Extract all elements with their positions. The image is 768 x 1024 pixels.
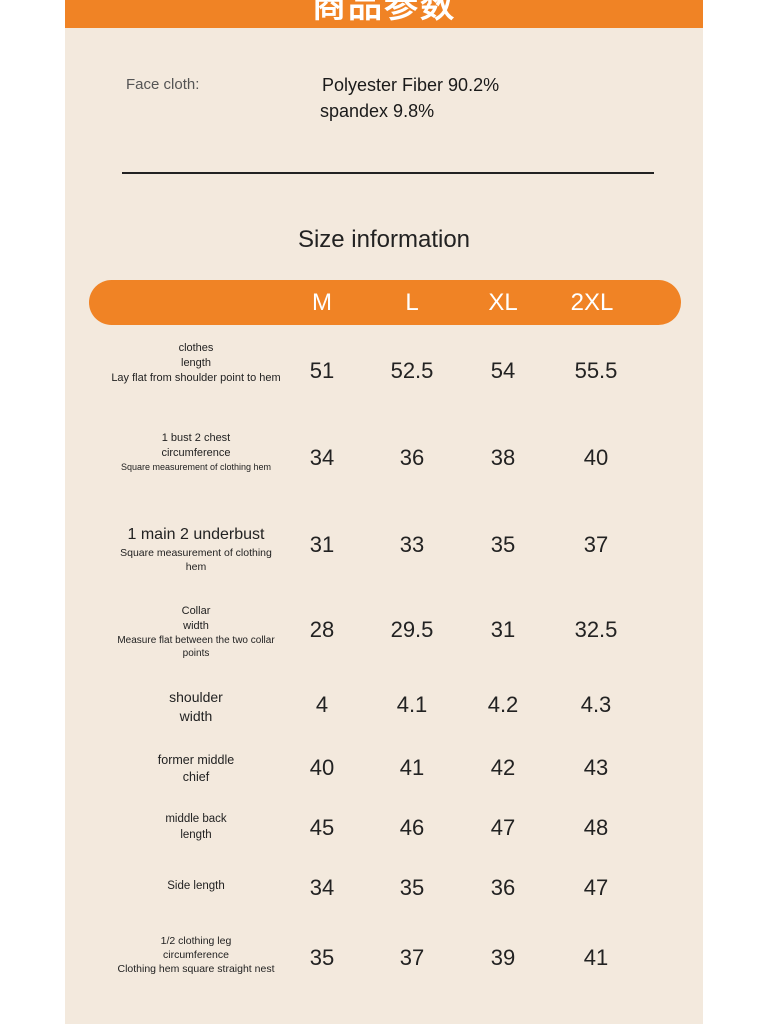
row-label-line: circumference [163,949,229,962]
value-xl: 4.2 [487,692,519,717]
value-l: 4.1 [396,692,428,717]
value-m: 31 [309,532,335,557]
value-2xl: 55.5 [574,358,618,383]
section-divider [122,172,654,174]
value-xl: 54 [490,358,516,383]
value-xl: 47 [490,815,516,840]
row-label-line: Clothing hem square straight nest [117,963,275,976]
row-label-line: Lay flat from shoulder point to hem [111,371,281,384]
value-l: 37 [399,945,425,970]
row-label: shoulder width [106,688,286,726]
fabric-line-polyester: Polyester Fiber 90.2% [322,75,500,95]
value-xl: 35 [490,532,516,557]
value-m: 34 [309,445,335,470]
row-label: clothes length Lay flat from shoulder po… [106,341,286,386]
row-label-line: length [181,356,211,369]
value-m: 51 [309,358,335,383]
row-label-line: former middle [157,753,235,767]
row-label-line: points [182,648,210,660]
size-header-l: L [405,289,419,316]
value-2xl: 41 [583,945,609,970]
value-l: 33 [399,532,425,557]
fabric-composition: Polyester Fiber 90.2% spandex 9.8% [320,72,500,124]
size-header-bar: M L XL 2XL [89,280,681,325]
value-m: 34 [309,875,335,900]
size-header-xl: XL [488,289,518,316]
value-l: 36 [399,445,425,470]
row-label: Side length [106,879,286,895]
value-2xl: 43 [583,755,609,780]
row-label-line: width [183,619,209,632]
value-2xl: 32.5 [574,617,618,642]
row-label: Collar width Measure flat between the tw… [106,604,286,661]
value-m: 35 [309,945,335,970]
content-panel [65,0,703,1024]
row-label: 1/2 clothing leg circumference Clothing … [106,934,286,977]
size-header-2xl: 2XL [570,289,614,316]
row-label-line: shoulder [169,689,223,705]
row-label-line: Square measurement of clothing [120,546,272,559]
value-xl: 38 [490,445,516,470]
banner-title: 商品参数 [312,0,456,25]
size-section-title: Size information [297,226,471,253]
value-2xl: 47 [583,875,609,900]
value-l: 35 [399,875,425,900]
row-label: former middle chief [106,752,286,786]
row-label: middle back length [106,812,286,843]
value-2xl: 4.3 [580,692,612,717]
row-label-line: Collar [181,605,211,617]
row-label-line: Measure flat between the two collar [117,634,275,646]
row-label-line: middle back [165,813,227,825]
size-header-m: M [312,289,332,316]
top-banner: 商品参数 [65,0,703,28]
row-label-line: 1 bust 2 chest [161,432,231,444]
value-l: 46 [399,815,425,840]
row-label-line: Square measurement of clothing hem [120,461,272,472]
row-label-line: chief [182,769,210,784]
value-l: 29.5 [390,617,434,642]
value-l: 52.5 [390,358,434,383]
fabric-line-spandex: spandex 9.8% [320,101,435,121]
value-m: 45 [309,815,335,840]
value-m: 4 [315,692,329,717]
value-m: 28 [309,617,335,642]
value-xl: 39 [490,945,516,970]
value-2xl: 40 [583,445,609,470]
row-label-line: circumference [161,446,231,459]
row-label-line: Side length [167,880,225,892]
row-label-line: width [179,707,213,724]
row-label: 1 main 2 underbust Square measurement of… [106,524,286,574]
fabric-label: Face cloth: [126,76,200,93]
value-xl: 36 [490,875,516,900]
value-2xl: 48 [583,815,609,840]
value-l: 41 [399,755,425,780]
row-label-line: clothes [178,342,214,354]
value-xl: 31 [490,617,516,642]
value-m: 40 [309,755,335,780]
value-xl: 42 [490,755,516,780]
row-label-line: 1 main 2 underbust [127,526,265,543]
row-label-line: hem [185,560,207,573]
row-label-line: length [180,828,212,841]
row-label-line: 1/2 clothing leg [160,935,232,947]
value-2xl: 37 [583,532,609,557]
row-label: 1 bust 2 chest circumference Square meas… [106,431,286,473]
